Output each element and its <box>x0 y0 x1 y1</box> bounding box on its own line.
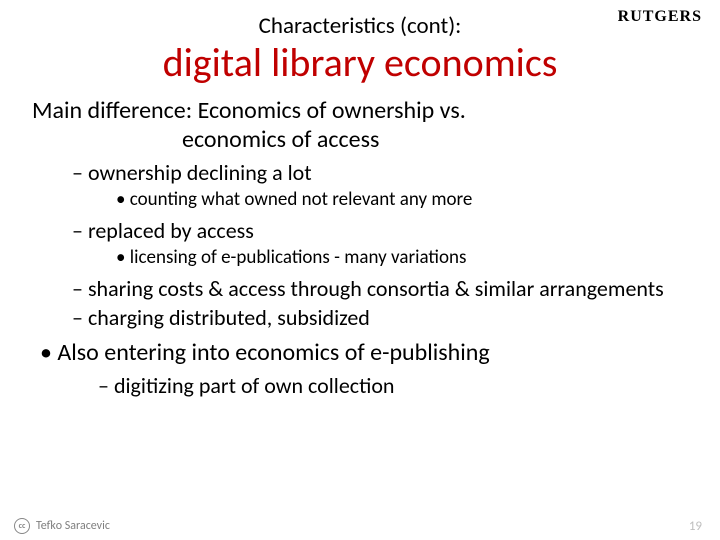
bullet-list-lvl1: ownership declining a lot counting what … <box>72 159 696 332</box>
bullet-item: licensing of e-publications - many varia… <box>116 246 696 271</box>
slide-title: digital library economics <box>24 38 696 87</box>
footer: cc Tefko Saracevic 19 <box>14 518 702 534</box>
page-number: 19 <box>689 519 702 534</box>
bullet-item: charging distributed, subsidized <box>72 304 696 332</box>
author-name: Tefko Saracevic <box>36 519 110 533</box>
bullet-text: sharing costs & access through consortia… <box>88 275 664 302</box>
header: Characteristics (cont): digital library … <box>24 12 696 87</box>
bullet-item: counting what owned not relevant any mor… <box>116 188 696 213</box>
content-body: Main difference: Economics of ownership … <box>24 97 696 399</box>
bullet-item: replaced by access licensing of e-public… <box>72 217 696 271</box>
bullet-item: ownership declining a lot counting what … <box>72 159 696 213</box>
slide-subtitle: Characteristics (cont): <box>24 12 696 40</box>
bullet-text: counting what owned not relevant any mor… <box>130 188 473 211</box>
bullet-list-lvl2: counting what owned not relevant any mor… <box>116 188 696 213</box>
slide-container: RUTGERS Characteristics (cont): digital … <box>0 0 720 540</box>
bullet-list-lvl2: licensing of e-publications - many varia… <box>116 246 696 271</box>
bullet-text: licensing of e-publications - many varia… <box>130 246 467 269</box>
bullet-text: replaced by access <box>88 217 254 244</box>
rutgers-logo: RUTGERS <box>618 8 702 26</box>
lead-line2: economics of access <box>32 126 696 155</box>
bullet-item: Also entering into economics of e-publis… <box>40 338 696 400</box>
bullet-list-lvl1: digitizing part of own collection <box>98 372 696 400</box>
bullet-text: charging distributed, subsidized <box>88 304 370 331</box>
bullet-text: digitizing part of own collection <box>114 372 395 399</box>
footer-left: cc Tefko Saracevic <box>14 518 110 534</box>
cc-icon: cc <box>14 518 30 534</box>
bullet-text: Also entering into economics of e-publis… <box>57 338 489 367</box>
lead-text: Main difference: Economics of ownership … <box>32 97 696 155</box>
bullet-text: ownership declining a lot <box>88 159 312 186</box>
lead-line1: Main difference: Economics of ownership … <box>32 96 466 125</box>
bullet-list-lvl0: Also entering into economics of e-publis… <box>40 338 696 400</box>
bullet-item: digitizing part of own collection <box>98 372 696 400</box>
bullet-item: sharing costs & access through consortia… <box>72 275 696 303</box>
